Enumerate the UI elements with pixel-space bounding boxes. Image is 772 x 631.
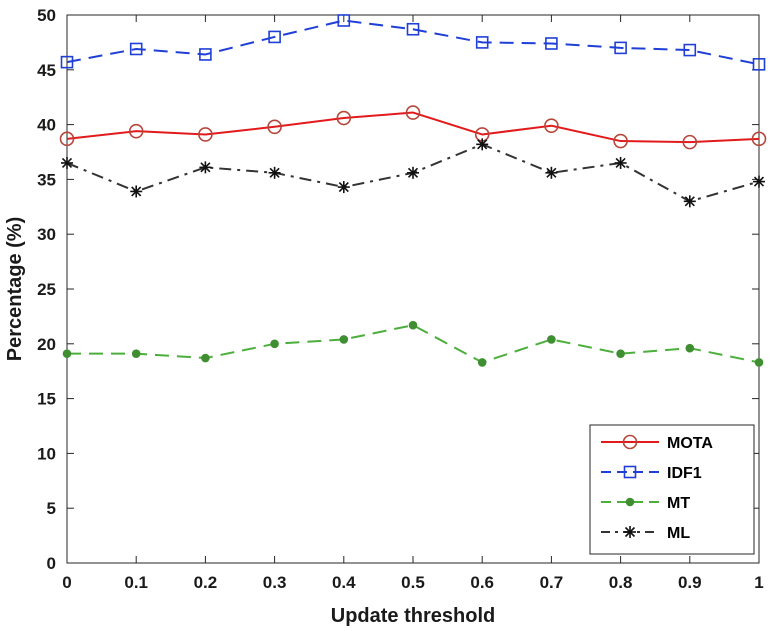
y-tick-label: 30	[37, 225, 56, 244]
y-tick-label: 20	[37, 335, 56, 354]
data-point-mota	[59, 131, 75, 147]
series-mota	[59, 105, 767, 150]
x-tick-label: 0	[62, 573, 71, 592]
data-point-idf1	[406, 22, 420, 36]
data-point-ml	[753, 175, 765, 188]
y-axis-title: Percentage (%)	[4, 217, 26, 362]
data-point-idf1	[199, 48, 212, 61]
legend: MOTA IDF1 MT ML	[589, 424, 755, 555]
x-tick-label: 0.2	[194, 573, 218, 592]
data-point-mota	[613, 133, 628, 149]
data-point-idf1	[614, 41, 627, 55]
series-layer	[59, 14, 767, 367]
legend-label-idf1: IDF1	[667, 465, 702, 482]
data-point-mota	[751, 131, 767, 147]
data-point-idf1	[129, 42, 143, 56]
axis-ticks	[66, 14, 760, 564]
x-tick-label: 1	[754, 573, 763, 592]
series-line-mt	[67, 324, 760, 364]
x-tick-label: 0.3	[263, 573, 287, 592]
x-tick-label: 0.4	[332, 573, 356, 592]
y-tick-label: 5	[47, 499, 56, 518]
data-point-idf1	[752, 58, 766, 71]
y-tick-label: 40	[37, 116, 56, 135]
y-tick-label: 35	[37, 170, 56, 189]
legend-entry-idf1: IDF1	[601, 465, 702, 482]
legend-label-mota: MOTA	[667, 435, 713, 452]
data-point-mt	[616, 349, 625, 358]
data-point-mt	[754, 358, 764, 367]
data-point-ml	[683, 195, 696, 208]
y-tick-label: 15	[37, 390, 56, 409]
y-tick-label: 10	[37, 444, 56, 463]
x-tick-label: 0.6	[470, 573, 494, 592]
data-point-mt	[339, 335, 349, 344]
data-point-mota	[128, 123, 144, 139]
series-line-mota	[66, 111, 760, 144]
legend-label-ml: ML	[667, 525, 690, 542]
legend-marker-mota	[622, 434, 638, 450]
y-tick-label: 45	[37, 61, 56, 80]
legend-entry-ml: ML	[601, 525, 690, 542]
series-mt	[62, 320, 764, 367]
legend-marker-idf1	[623, 465, 637, 479]
data-point-mota	[198, 127, 213, 142]
data-point-ml	[61, 156, 73, 169]
data-point-idf1	[337, 14, 351, 27]
data-point-mt	[131, 349, 141, 358]
data-point-ml	[407, 166, 419, 179]
x-tick-labels: 0 0.1 0.2 0.3 0.4 0.5 0.6 0.7 0.8 0.9 1	[62, 573, 763, 592]
series-idf1	[60, 14, 766, 71]
data-point-idf1	[545, 37, 558, 50]
legend-marker-ml	[624, 526, 636, 538]
data-point-idf1	[683, 43, 697, 57]
data-point-mt	[270, 339, 279, 349]
x-tick-label: 0.8	[609, 573, 633, 592]
data-point-ml	[337, 181, 350, 194]
x-tick-label: 0.9	[678, 573, 702, 592]
data-point-mt	[62, 349, 72, 358]
data-point-mt	[547, 335, 556, 344]
x-tick-label: 0.7	[540, 573, 564, 592]
legend-entry-mt: MT	[601, 495, 690, 512]
data-point-mota	[682, 134, 698, 150]
data-point-mota	[544, 118, 559, 133]
y-tick-label: 0	[47, 554, 56, 573]
x-tick-label: 0.1	[124, 573, 148, 592]
series-ml	[61, 138, 765, 208]
data-point-ml	[545, 166, 558, 179]
data-point-mt	[685, 343, 695, 353]
data-point-mota	[336, 110, 352, 126]
data-point-ml	[130, 185, 143, 198]
data-point-mt	[408, 320, 418, 330]
data-point-mt	[201, 353, 210, 363]
data-point-ml	[614, 156, 627, 169]
y-tick-label: 25	[37, 280, 56, 299]
y-tick-labels: 0 5 10 15 20 25 30 35 40 45 50	[37, 6, 56, 573]
data-point-idf1	[60, 55, 74, 69]
data-point-idf1	[475, 36, 489, 49]
x-axis-title: Update threshold	[331, 605, 495, 627]
legend-label-mt: MT	[667, 495, 690, 512]
data-point-ml	[268, 166, 281, 179]
series-line-idf1	[66, 19, 760, 66]
data-point-ml	[199, 161, 212, 174]
data-point-ml	[476, 138, 489, 151]
data-point-idf1	[268, 30, 281, 44]
y-tick-label: 50	[37, 6, 56, 25]
x-tick-label: 0.5	[401, 573, 425, 592]
legend-entry-mota: MOTA	[601, 434, 713, 452]
data-point-mota	[267, 119, 282, 135]
legend-marker-mt	[625, 497, 635, 507]
data-point-mota	[405, 105, 421, 120]
data-point-mt	[477, 358, 487, 367]
